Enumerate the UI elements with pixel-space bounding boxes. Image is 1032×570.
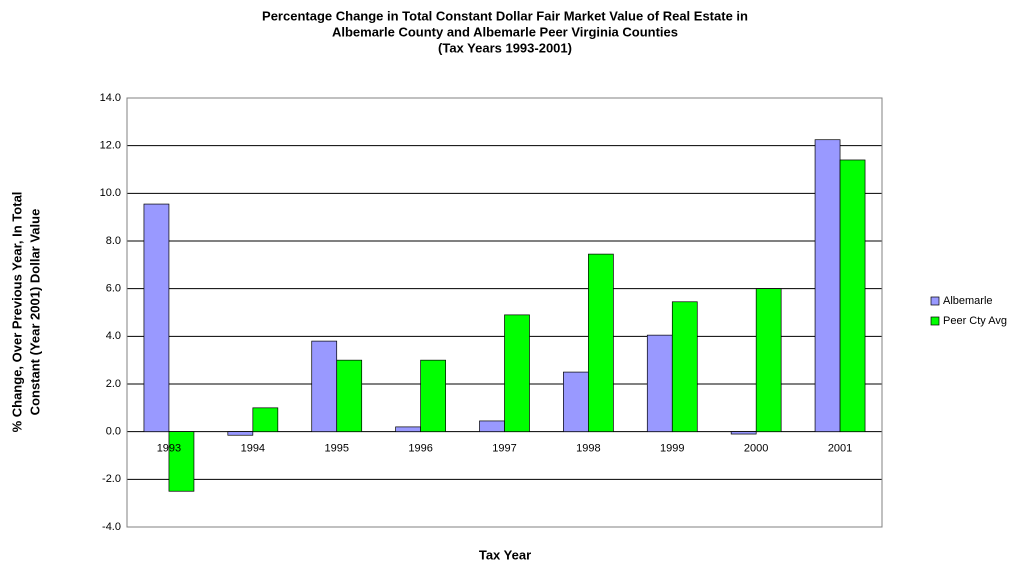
bar [168,431,195,492]
y-tick-label: -4.0 [102,521,121,533]
plot-frame [126,97,883,528]
legend-swatch [930,296,940,306]
bar [730,431,757,435]
x-tick-label: 1995 [324,443,348,455]
chart-title: (Tax Years 1993-2001) [438,40,572,55]
y-tick-label: 6.0 [106,283,121,295]
y-tick-label: 14.0 [100,92,121,104]
x-tick-label: 1993 [157,443,181,455]
y-tick-label: 0.0 [106,426,121,438]
y-axis-label: Constant (Year 2001) Dollar Value [27,209,42,416]
bar [504,314,530,433]
y-tick-label: 10.0 [100,187,121,199]
x-tick-label: 1996 [408,443,432,455]
x-tick-label: 1997 [492,443,516,455]
bar [252,407,279,433]
x-tick-label: 1994 [241,443,265,455]
bar [336,359,363,433]
bar [839,159,866,433]
x-tick-label: 1998 [576,443,600,455]
y-axis-label: % Change, Over Previous Year, In Total [9,192,24,433]
bar [420,359,446,433]
x-axis-label: Tax Year [479,547,531,562]
bar [646,334,673,433]
bar [395,426,421,433]
y-tick-label: 4.0 [106,330,121,342]
legend-label: Albemarle [943,295,993,307]
bar [671,301,698,433]
y-tick-label: 8.0 [106,235,121,247]
y-tick-label: -2.0 [102,473,121,485]
y-tick-label: 2.0 [106,378,121,390]
x-tick-label: 1999 [660,443,684,455]
bar [814,139,841,433]
legend-swatch [930,316,940,326]
x-tick-label: 2001 [828,443,852,455]
x-tick-label: 2000 [744,443,768,455]
bar [755,288,782,433]
legend-label: Peer Cty Avg [943,315,1007,327]
chart-title: Albemarle County and Albemarle Peer Virg… [332,24,678,39]
bar [563,371,589,433]
bar [143,203,170,433]
bar [227,431,254,436]
chart-title: Percentage Change in Total Constant Doll… [262,8,748,23]
bar [479,420,505,433]
bar [311,340,338,433]
y-tick-label: 12.0 [100,140,121,152]
bar [588,253,614,433]
